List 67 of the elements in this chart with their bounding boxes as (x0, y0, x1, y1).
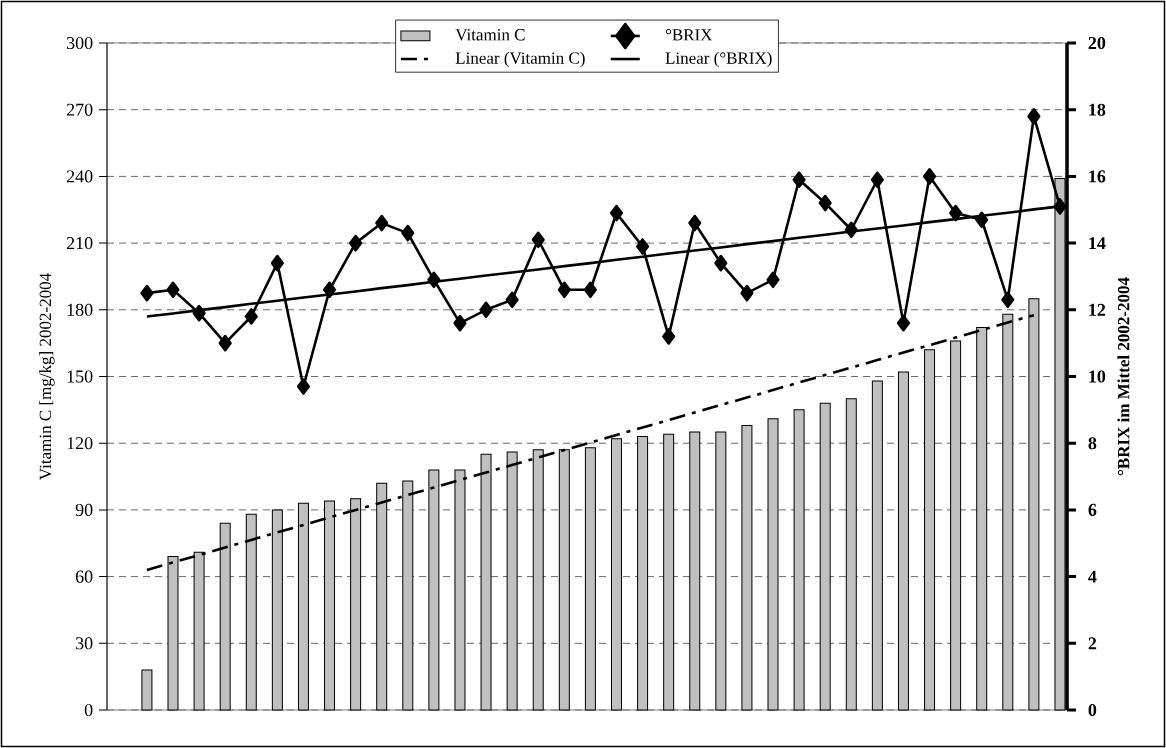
point (505, 291, 519, 309)
point (140, 284, 154, 302)
y-tick-label: 240 (66, 170, 93, 183)
point (557, 281, 571, 299)
y2-tick-label: 20 (1088, 36, 1106, 50)
point (792, 171, 806, 189)
bar (715, 431, 727, 711)
point (844, 221, 858, 239)
point (766, 271, 780, 289)
point (688, 214, 702, 232)
y2-tick-label: 2 (1088, 637, 1097, 650)
point (401, 224, 415, 242)
y-axis-title: Vitamin C [mg/kg] 2002-2004 (39, 273, 55, 480)
y-tick-label: 0 (84, 703, 93, 717)
legend-label: Linear (Vitamin C) (455, 51, 585, 68)
y2-tick-label: 16 (1089, 170, 1106, 183)
point (896, 314, 910, 332)
point (714, 254, 728, 272)
point (583, 281, 597, 299)
point (375, 214, 389, 232)
point (922, 168, 937, 185)
point (1001, 291, 1015, 309)
y-tick-label: 270 (66, 103, 93, 116)
point (1027, 108, 1041, 125)
point (166, 281, 180, 299)
point (662, 328, 676, 345)
y2-tick-label: 6 (1088, 503, 1097, 516)
bar (141, 669, 153, 711)
point (218, 334, 232, 352)
y2-tick-label: 8 (1088, 437, 1097, 450)
point (349, 234, 363, 252)
y-tick-label: 90 (75, 503, 93, 516)
point (609, 204, 624, 222)
point (192, 304, 206, 322)
y2-axis-title: °BRIX im Mittel 2002-2004 (1117, 277, 1130, 476)
point (870, 171, 884, 189)
point (949, 204, 963, 222)
point (479, 301, 493, 319)
point (296, 378, 310, 395)
point (270, 254, 284, 272)
y2-tick-label: 4 (1088, 570, 1097, 583)
point (818, 194, 832, 212)
legend-label: °BRIX (665, 29, 713, 41)
y-tick-label: 30 (76, 637, 93, 650)
y-tick-label: 120 (67, 437, 93, 450)
y-tick-label: 150 (67, 370, 93, 383)
legend-label: Linear (°BRIX) (665, 51, 772, 68)
point (636, 238, 650, 255)
y2-tick-label: 12 (1089, 303, 1106, 316)
y-tick-label: 300 (67, 36, 93, 50)
point (531, 231, 545, 249)
y-tick-label: 180 (67, 303, 93, 316)
bar (845, 398, 857, 711)
point (427, 271, 441, 289)
y2-tick-label: 14 (1089, 237, 1106, 250)
point (740, 284, 754, 302)
y-tick-label: 60 (75, 570, 93, 583)
point (322, 281, 337, 299)
point (453, 314, 467, 332)
y-tick-label: 210 (66, 237, 93, 250)
y2-tick-label: 18 (1089, 103, 1106, 116)
point (1053, 198, 1067, 215)
point (975, 211, 989, 229)
y2-tick-label: 10 (1089, 370, 1106, 383)
y2-tick-label: 0 (1088, 703, 1097, 717)
legend-label: Vitamin C (455, 29, 525, 41)
point (244, 308, 258, 325)
